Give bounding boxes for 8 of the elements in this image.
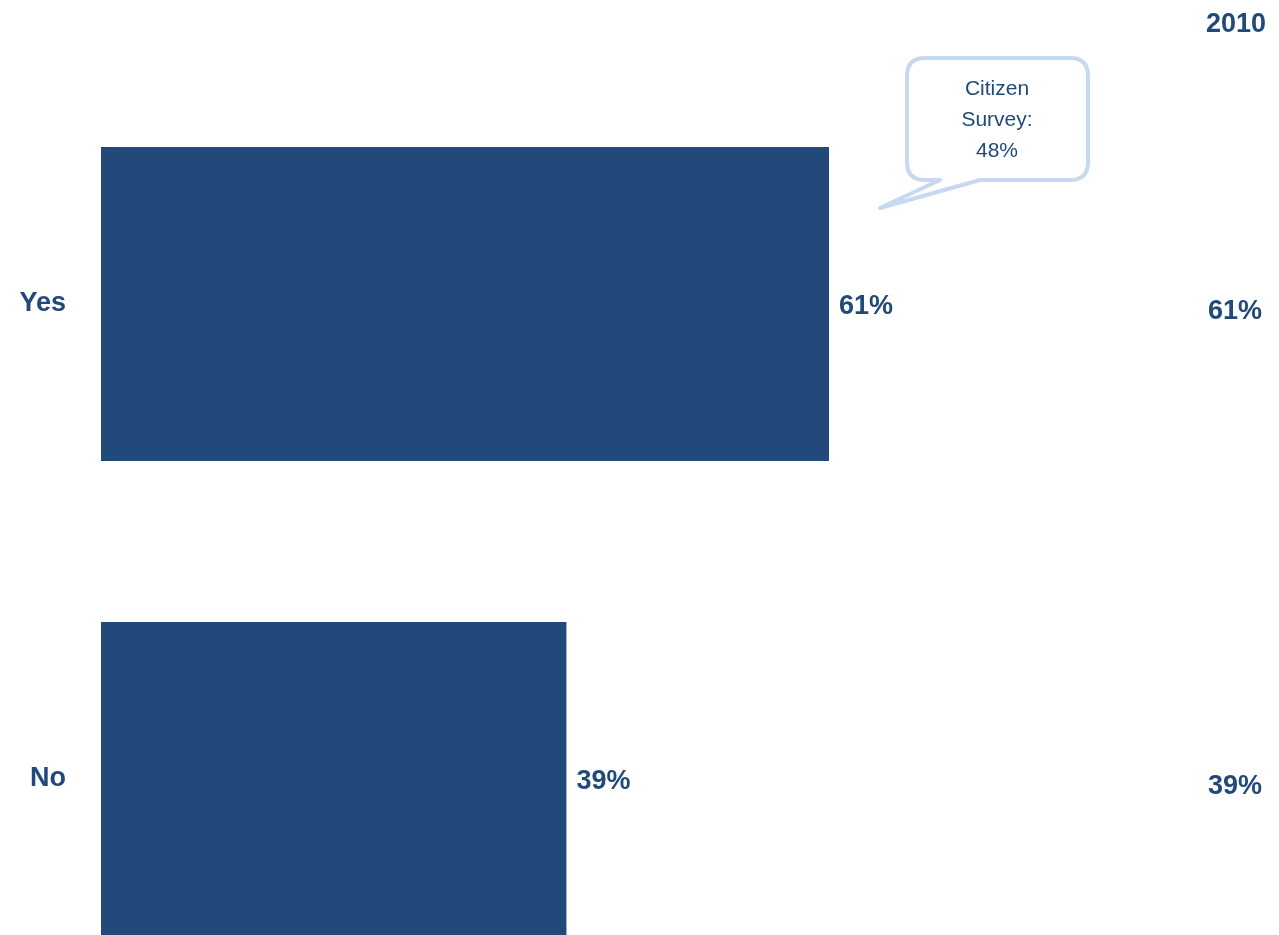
- y-tick-label: No: [30, 762, 66, 793]
- data-label: 39%: [576, 765, 631, 796]
- data-label: 61%: [839, 290, 894, 321]
- text: 2010: [1205, 8, 1266, 38]
- y-tick-label: Yes: [19, 287, 66, 318]
- text: Citizen Survey: 48%: [961, 76, 1033, 161]
- text: 61%: [1207, 295, 1262, 326]
- text: 39%: [1207, 770, 1262, 801]
